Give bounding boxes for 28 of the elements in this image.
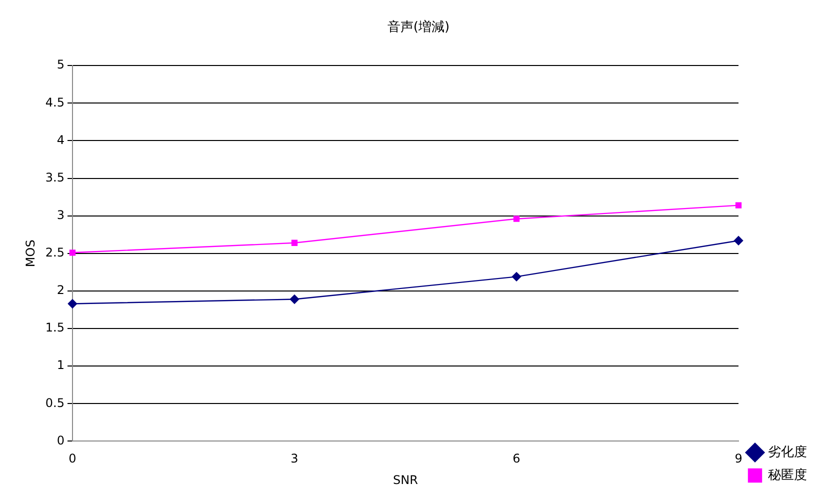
y-tick-label: 5 — [56, 58, 64, 72]
x-tick-label: 3 — [290, 452, 298, 466]
point — [291, 240, 298, 246]
point — [68, 299, 78, 308]
y-tick-label: 3 — [56, 208, 64, 222]
y-tick-label: 0.5 — [45, 396, 64, 410]
point — [734, 236, 744, 246]
point — [69, 250, 76, 256]
y-tick-label: 1.5 — [45, 320, 64, 335]
y-tick-label: 2.5 — [45, 246, 64, 260]
y-tick-label: 4 — [56, 132, 64, 147]
chart-title: 音声(増減) — [387, 19, 450, 36]
y-axis-title: MOS — [23, 240, 38, 268]
y-tick-label: 0 — [56, 433, 64, 448]
point — [290, 294, 300, 304]
y-tick-label: 3.5 — [45, 170, 64, 184]
legend-label: 秘匿度 — [768, 466, 807, 483]
x-axis-title: SNR — [393, 472, 418, 487]
x-tick-label: 0 — [68, 452, 76, 466]
y-tick-label: 1 — [56, 358, 64, 372]
point — [512, 272, 522, 282]
y-tick-label: 4.5 — [45, 95, 64, 110]
x-tick-label: 6 — [512, 452, 520, 466]
y-tick-label: 2 — [56, 283, 64, 298]
point — [513, 216, 520, 222]
x-tick-label: 9 — [734, 452, 742, 466]
point — [735, 202, 742, 208]
legend-label: 劣化度 — [768, 444, 807, 460]
